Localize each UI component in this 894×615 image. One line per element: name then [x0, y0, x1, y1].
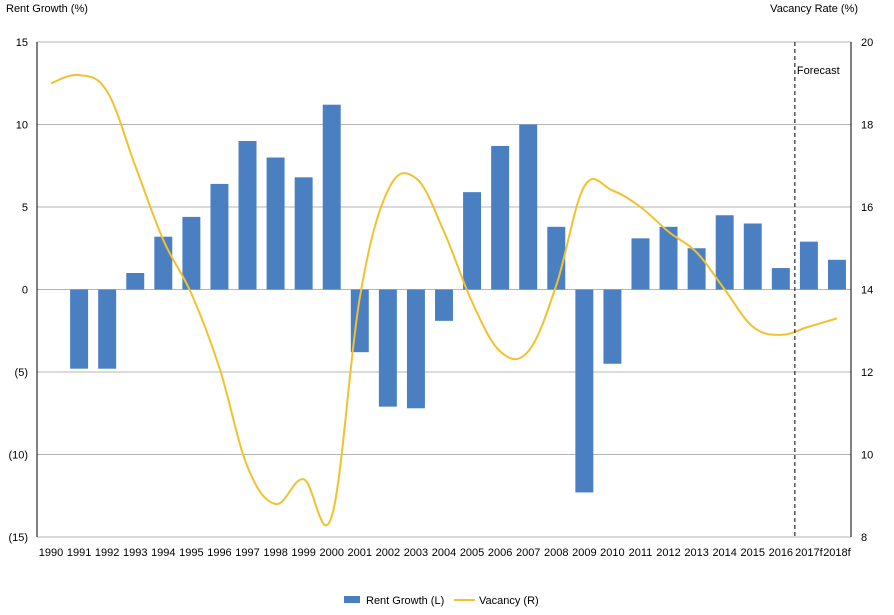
- x-tick-label: 1993: [123, 547, 147, 559]
- x-tick-label: 2015: [741, 547, 765, 559]
- left-tick-label: (5): [15, 367, 28, 379]
- x-tick-label: 1995: [179, 547, 203, 559]
- rent-growth-bar: [322, 104, 341, 290]
- forecast-annotation: Forecast: [797, 65, 840, 77]
- left-tick-label: 5: [22, 202, 28, 214]
- rent-growth-bar: [210, 183, 229, 290]
- legend-bar-label: Rent Growth (L): [366, 595, 444, 607]
- x-tick-label: 1994: [151, 547, 175, 559]
- rent-growth-bar: [378, 289, 397, 407]
- left-tick-label: 10: [16, 120, 28, 132]
- right-tick-label: 12: [861, 367, 873, 379]
- rent-growth-bars: [70, 104, 846, 493]
- rent-growth-bar: [463, 192, 482, 290]
- left-tick-label: (15): [8, 532, 28, 544]
- right-tick-label: 8: [861, 532, 867, 544]
- rent-growth-bar: [182, 216, 201, 290]
- left-tick-label: 15: [16, 37, 28, 49]
- x-tick-label: 2000: [319, 547, 343, 559]
- x-tick-label: 1996: [207, 547, 231, 559]
- x-tick-label: 2012: [656, 547, 680, 559]
- rent-growth-bar: [687, 248, 706, 290]
- x-tick-label: 2013: [684, 547, 708, 559]
- x-tick-label: 2005: [460, 547, 484, 559]
- x-tick-label: 2006: [488, 547, 512, 559]
- x-tick-label: 2009: [572, 547, 596, 559]
- right-tick-label: 18: [861, 120, 873, 132]
- rent-growth-bar: [743, 223, 762, 290]
- x-tick-label: 2002: [376, 547, 400, 559]
- left-tick-label: (10): [8, 450, 28, 462]
- x-tick-label: 2010: [600, 547, 624, 559]
- rent-growth-bar: [238, 141, 257, 290]
- rent-growth-bar: [266, 157, 285, 290]
- gridlines: [37, 41, 851, 538]
- rent-growth-bar: [575, 289, 594, 493]
- legend-line-label: Vacancy (R): [479, 595, 539, 607]
- legend: Rent Growth (L) Vacancy (R): [344, 595, 539, 607]
- x-tick-label: 1997: [235, 547, 259, 559]
- vacancy-line: [50, 73, 838, 527]
- left-axis-title: Rent Growth (%): [6, 3, 88, 15]
- rent-growth-bar: [70, 289, 89, 369]
- rent-growth-bar: [799, 241, 818, 290]
- vacancy-line-layer: [50, 73, 838, 527]
- x-tick-label: 2001: [348, 547, 372, 559]
- rent-growth-bar: [154, 236, 173, 290]
- rent-growth-bar: [435, 289, 453, 321]
- rent-growth-bar: [631, 238, 650, 290]
- right-tick-label: 14: [861, 285, 873, 297]
- x-tick-label: 1990: [39, 547, 63, 559]
- rent-growth-bar: [715, 215, 734, 290]
- tick-labels: 15 10 5 0 (5) (10) (15) 20 18 16 14 12 10 8 1990 1991 19…: [8, 37, 873, 559]
- rent-growth-bar: [406, 289, 425, 409]
- legend-bar-swatch: [344, 596, 360, 603]
- rent-growth-bar: [126, 273, 145, 290]
- right-axis-title: Vacancy Rate (%): [770, 3, 858, 15]
- x-tick-label: 2007: [516, 547, 540, 559]
- right-tick-label: 10: [861, 450, 873, 462]
- rent-growth-bar: [98, 289, 117, 369]
- x-tick-label: 2018f: [823, 547, 851, 559]
- x-tick-label: 1992: [95, 547, 119, 559]
- right-tick-label: 16: [861, 202, 873, 214]
- x-tick-label: 1999: [291, 547, 315, 559]
- x-tick-label: 2008: [544, 547, 568, 559]
- x-tick-label: 2004: [432, 547, 456, 559]
- rent-growth-bar: [547, 226, 566, 290]
- x-tick-label: 2016: [769, 547, 793, 559]
- axes: [36, 42, 852, 537]
- x-tick-label: 1998: [263, 547, 287, 559]
- rent-growth-bar: [659, 226, 678, 290]
- rent-growth-bar: [294, 177, 313, 290]
- x-tick-label: 2011: [629, 547, 653, 559]
- rent-growth-bar: [771, 268, 790, 290]
- x-tick-label: 1991: [67, 547, 91, 559]
- rent-growth-bar: [491, 145, 510, 290]
- x-tick-label: 2003: [404, 547, 428, 559]
- x-tick-label: 2014: [712, 547, 736, 559]
- rent-growth-bar: [603, 289, 622, 364]
- rent-growth-bar: [519, 124, 538, 290]
- rent-growth-bar: [827, 259, 846, 290]
- right-tick-label: 20: [861, 37, 873, 49]
- x-tick-label: 2017f: [795, 547, 823, 559]
- left-tick-label: 0: [22, 285, 28, 297]
